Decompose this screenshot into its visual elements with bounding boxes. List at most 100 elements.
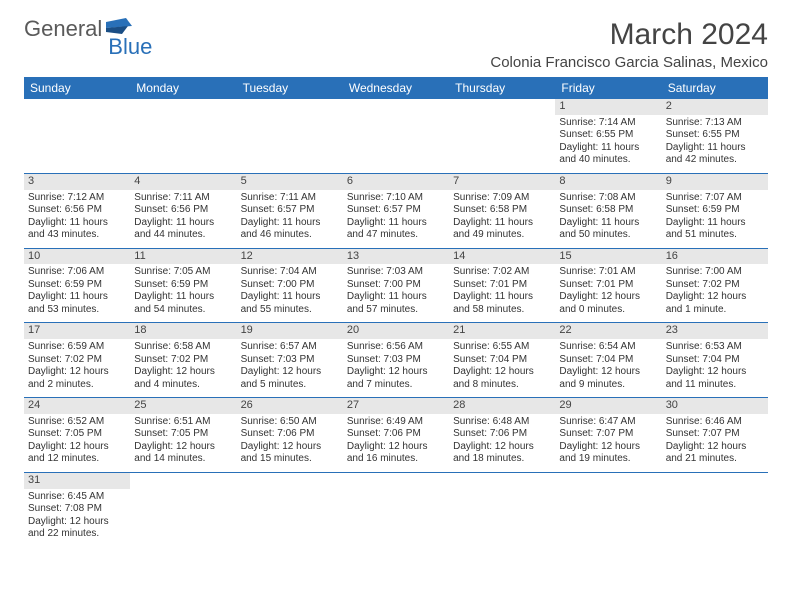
calendar-day-cell: 23Sunrise: 6:53 AMSunset: 7:04 PMDayligh…	[662, 323, 768, 398]
day-number: 9	[662, 174, 768, 190]
daylight-text: and 18 minutes.	[453, 453, 551, 466]
sunrise-text: Sunrise: 6:47 AM	[559, 416, 657, 429]
calendar-day-cell: 26Sunrise: 6:50 AMSunset: 7:06 PMDayligh…	[237, 398, 343, 473]
sunset-text: Sunset: 6:56 PM	[134, 204, 232, 217]
calendar-day-cell: 15Sunrise: 7:01 AMSunset: 7:01 PMDayligh…	[555, 248, 661, 323]
daylight-text: and 51 minutes.	[666, 229, 764, 242]
daylight-text: and 12 minutes.	[28, 453, 126, 466]
sunrise-text: Sunrise: 6:45 AM	[28, 491, 126, 504]
daylight-text: Daylight: 12 hours	[666, 291, 764, 304]
daylight-text: Daylight: 12 hours	[559, 291, 657, 304]
calendar-empty-cell	[343, 472, 449, 546]
daylight-text: and 57 minutes.	[347, 304, 445, 317]
sunrise-text: Sunrise: 7:10 AM	[347, 192, 445, 205]
weekday-header: Saturday	[662, 77, 768, 99]
sunset-text: Sunset: 7:02 PM	[134, 354, 232, 367]
daylight-text: Daylight: 11 hours	[453, 291, 551, 304]
daylight-text: and 43 minutes.	[28, 229, 126, 242]
day-number: 31	[24, 473, 130, 489]
calendar-day-cell: 17Sunrise: 6:59 AMSunset: 7:02 PMDayligh…	[24, 323, 130, 398]
daylight-text: and 1 minute.	[666, 304, 764, 317]
daylight-text: Daylight: 11 hours	[559, 217, 657, 230]
sunrise-text: Sunrise: 7:06 AM	[28, 266, 126, 279]
daylight-text: Daylight: 11 hours	[347, 291, 445, 304]
calendar-empty-cell	[449, 99, 555, 173]
calendar-day-cell: 20Sunrise: 6:56 AMSunset: 7:03 PMDayligh…	[343, 323, 449, 398]
day-number: 11	[130, 249, 236, 265]
calendar-day-cell: 13Sunrise: 7:03 AMSunset: 7:00 PMDayligh…	[343, 248, 449, 323]
calendar-empty-cell	[130, 472, 236, 546]
sunrise-text: Sunrise: 7:13 AM	[666, 117, 764, 130]
sunset-text: Sunset: 7:00 PM	[347, 279, 445, 292]
sunset-text: Sunset: 7:07 PM	[666, 428, 764, 441]
daylight-text: Daylight: 11 hours	[453, 217, 551, 230]
daylight-text: Daylight: 12 hours	[347, 441, 445, 454]
daylight-text: Daylight: 11 hours	[28, 217, 126, 230]
calendar-empty-cell	[237, 99, 343, 173]
weekday-header: Thursday	[449, 77, 555, 99]
sunrise-text: Sunrise: 6:51 AM	[134, 416, 232, 429]
calendar-week-row: 3Sunrise: 7:12 AMSunset: 6:56 PMDaylight…	[24, 173, 768, 248]
title-block: March 2024 Colonia Francisco Garcia Sali…	[490, 18, 768, 71]
calendar-empty-cell	[130, 99, 236, 173]
day-number: 8	[555, 174, 661, 190]
calendar-week-row: 1Sunrise: 7:14 AMSunset: 6:55 PMDaylight…	[24, 99, 768, 173]
daylight-text: Daylight: 12 hours	[28, 366, 126, 379]
sunset-text: Sunset: 6:59 PM	[28, 279, 126, 292]
logo-text-general: General	[24, 18, 102, 40]
sunset-text: Sunset: 7:06 PM	[453, 428, 551, 441]
sunrise-text: Sunrise: 7:14 AM	[559, 117, 657, 130]
calendar-day-cell: 8Sunrise: 7:08 AMSunset: 6:58 PMDaylight…	[555, 173, 661, 248]
sunrise-text: Sunrise: 6:58 AM	[134, 341, 232, 354]
daylight-text: Daylight: 11 hours	[666, 142, 764, 155]
sunrise-text: Sunrise: 6:46 AM	[666, 416, 764, 429]
sunrise-text: Sunrise: 6:53 AM	[666, 341, 764, 354]
sunset-text: Sunset: 7:05 PM	[28, 428, 126, 441]
calendar-day-cell: 6Sunrise: 7:10 AMSunset: 6:57 PMDaylight…	[343, 173, 449, 248]
calendar-day-cell: 31 Sunrise: 6:45 AMSunset: 7:08 PMDayligh…	[24, 472, 130, 546]
sunrise-text: Sunrise: 6:56 AM	[347, 341, 445, 354]
day-number: 19	[237, 323, 343, 339]
calendar-day-cell: 29Sunrise: 6:47 AMSunset: 7:07 PMDayligh…	[555, 398, 661, 473]
daylight-text: and 11 minutes.	[666, 379, 764, 392]
daylight-text: Daylight: 12 hours	[666, 366, 764, 379]
day-number: 30	[662, 398, 768, 414]
daylight-text: and 21 minutes.	[666, 453, 764, 466]
sunset-text: Sunset: 6:57 PM	[347, 204, 445, 217]
sunset-text: Sunset: 7:06 PM	[241, 428, 339, 441]
day-number: 26	[237, 398, 343, 414]
calendar-day-cell: 7Sunrise: 7:09 AMSunset: 6:58 PMDaylight…	[449, 173, 555, 248]
calendar-day-cell: 27Sunrise: 6:49 AMSunset: 7:06 PMDayligh…	[343, 398, 449, 473]
sunset-text: Sunset: 6:57 PM	[241, 204, 339, 217]
calendar-week-row: 17Sunrise: 6:59 AMSunset: 7:02 PMDayligh…	[24, 323, 768, 398]
sunrise-text: Sunrise: 7:02 AM	[453, 266, 551, 279]
calendar-day-cell: 14Sunrise: 7:02 AMSunset: 7:01 PMDayligh…	[449, 248, 555, 323]
sunset-text: Sunset: 7:08 PM	[28, 503, 126, 516]
daylight-text: Daylight: 11 hours	[666, 217, 764, 230]
sunrise-text: Sunrise: 7:07 AM	[666, 192, 764, 205]
calendar-day-cell: 22Sunrise: 6:54 AMSunset: 7:04 PMDayligh…	[555, 323, 661, 398]
day-number: 27	[343, 398, 449, 414]
daylight-text: Daylight: 12 hours	[134, 366, 232, 379]
sunset-text: Sunset: 6:58 PM	[559, 204, 657, 217]
calendar-day-cell: 4Sunrise: 7:11 AMSunset: 6:56 PMDaylight…	[130, 173, 236, 248]
daylight-text: Daylight: 12 hours	[559, 441, 657, 454]
daylight-text: and 53 minutes.	[28, 304, 126, 317]
calendar-day-cell: 12Sunrise: 7:04 AMSunset: 7:00 PMDayligh…	[237, 248, 343, 323]
day-number: 28	[449, 398, 555, 414]
calendar-day-cell: 28Sunrise: 6:48 AMSunset: 7:06 PMDayligh…	[449, 398, 555, 473]
daylight-text: Daylight: 12 hours	[134, 441, 232, 454]
header: General Blue March 2024 Colonia Francisc…	[24, 18, 768, 71]
daylight-text: and 19 minutes.	[559, 453, 657, 466]
daylight-text: Daylight: 12 hours	[28, 516, 126, 529]
logo-text-blue: Blue	[108, 36, 152, 58]
daylight-text: and 42 minutes.	[666, 154, 764, 167]
calendar-empty-cell	[449, 472, 555, 546]
sunset-text: Sunset: 7:04 PM	[453, 354, 551, 367]
day-number: 15	[555, 249, 661, 265]
day-number: 1	[555, 99, 661, 115]
sunset-text: Sunset: 7:03 PM	[241, 354, 339, 367]
sunrise-text: Sunrise: 6:52 AM	[28, 416, 126, 429]
calendar-week-row: 31 Sunrise: 6:45 AMSunset: 7:08 PMDayligh…	[24, 472, 768, 546]
sunrise-text: Sunrise: 7:09 AM	[453, 192, 551, 205]
